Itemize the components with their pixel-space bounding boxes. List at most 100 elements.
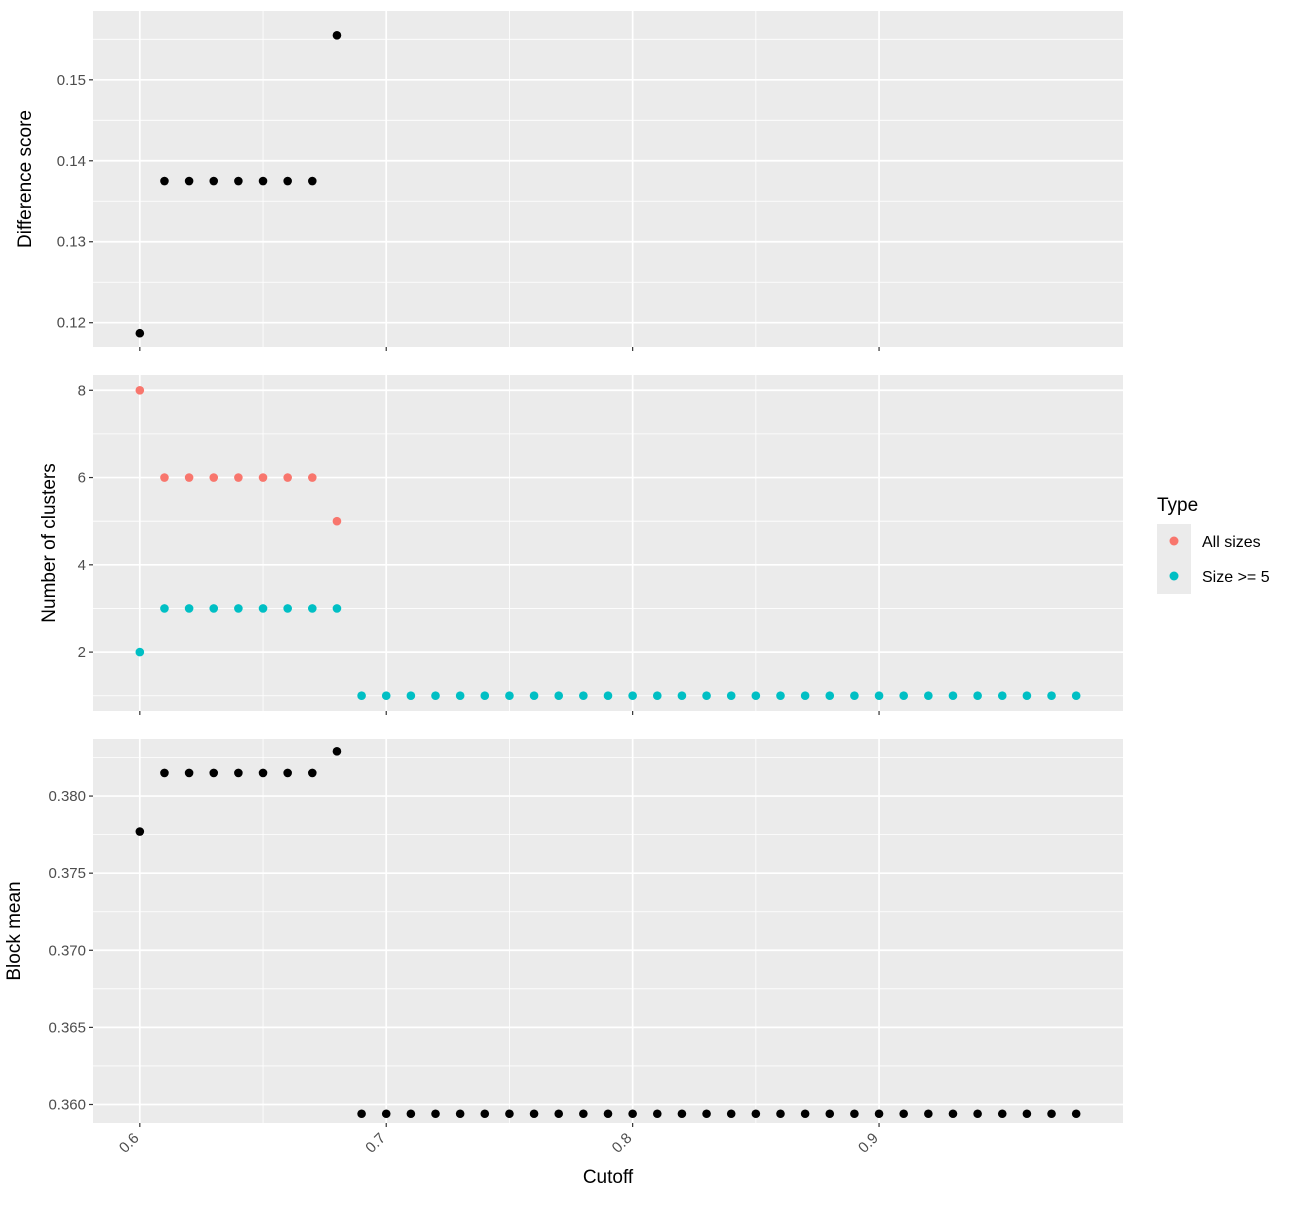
legend-label-size-ge-5: Size >= 5 bbox=[1202, 569, 1270, 586]
data-point bbox=[431, 1109, 440, 1119]
data-point bbox=[480, 1109, 490, 1119]
panels: 0.12 0.13 0.14 0.15 Difference score 2 4 6 8 Numb… bbox=[4, 11, 1123, 1157]
data-point bbox=[234, 768, 243, 778]
data-point bbox=[579, 1109, 588, 1119]
y-tick-label: 0.15 bbox=[57, 72, 86, 89]
y-tick-label: 4 bbox=[78, 557, 86, 574]
data-point bbox=[825, 691, 835, 701]
data-point bbox=[997, 1109, 1007, 1119]
data-point bbox=[603, 1109, 613, 1119]
y-tick-label: 0.12 bbox=[57, 315, 86, 332]
data-point bbox=[702, 1109, 711, 1119]
data-point bbox=[357, 691, 366, 701]
data-point bbox=[628, 691, 637, 701]
data-point bbox=[652, 691, 662, 701]
data-point bbox=[184, 768, 194, 778]
data-point bbox=[184, 473, 194, 482]
data-point bbox=[135, 647, 145, 657]
data-point bbox=[234, 176, 243, 186]
x-tick-label: 0.9 bbox=[855, 1130, 882, 1157]
data-point bbox=[1071, 1109, 1081, 1119]
data-point bbox=[505, 1109, 514, 1119]
data-point bbox=[899, 691, 908, 701]
data-point bbox=[209, 604, 219, 613]
data-point bbox=[825, 1109, 835, 1119]
legend-key-background bbox=[1157, 524, 1191, 594]
data-point bbox=[308, 604, 317, 613]
panel-block-mean: 0.360 0.365 0.370 0.375 0.380 Block mean 0.6 0.… bbox=[4, 739, 1123, 1157]
legend-key-size-ge-5 bbox=[1169, 571, 1179, 581]
data-point bbox=[997, 691, 1007, 701]
data-point bbox=[258, 176, 268, 186]
panel-background bbox=[93, 739, 1123, 1123]
y-tick-label: 0.380 bbox=[48, 788, 86, 805]
data-point bbox=[308, 176, 317, 186]
data-point bbox=[948, 691, 958, 701]
data-point bbox=[603, 691, 613, 701]
data-point bbox=[135, 827, 145, 836]
series-points-0 bbox=[135, 30, 342, 338]
data-point bbox=[1047, 1109, 1056, 1119]
series-all-sizes bbox=[135, 385, 342, 526]
data-point bbox=[234, 604, 243, 613]
legend-label-all-sizes: All sizes bbox=[1202, 534, 1261, 551]
x-tick-label: 0.7 bbox=[362, 1130, 389, 1157]
data-point bbox=[1071, 691, 1081, 701]
data-point bbox=[776, 691, 785, 701]
data-point bbox=[234, 473, 243, 482]
data-point bbox=[554, 1109, 564, 1119]
data-point bbox=[948, 1109, 958, 1119]
y-tick-label: 0.360 bbox=[48, 1096, 86, 1113]
panel-background bbox=[93, 11, 1123, 347]
y-axis-title-difference-score: Difference score bbox=[15, 110, 36, 248]
data-point bbox=[850, 691, 859, 701]
data-point bbox=[332, 604, 342, 613]
x-tick-label: 0.8 bbox=[609, 1130, 636, 1157]
data-point bbox=[874, 691, 884, 701]
y-tick-label: 0.375 bbox=[48, 865, 86, 882]
data-point bbox=[308, 473, 317, 482]
data-point bbox=[160, 473, 169, 482]
y-tick-label: 0.14 bbox=[57, 153, 86, 170]
data-point bbox=[381, 691, 391, 701]
data-point bbox=[973, 1109, 982, 1119]
data-point bbox=[628, 1109, 637, 1119]
data-point bbox=[332, 30, 342, 40]
panel-background bbox=[93, 375, 1123, 711]
legend-key-all-sizes bbox=[1169, 536, 1179, 546]
y-tick-label: 0.13 bbox=[57, 234, 86, 251]
y-axis-title-number-of-clusters: Number of clusters bbox=[39, 463, 60, 622]
data-point bbox=[1022, 691, 1032, 701]
data-point bbox=[381, 1109, 391, 1119]
data-point bbox=[209, 473, 219, 482]
data-point bbox=[800, 691, 810, 701]
data-point bbox=[258, 604, 268, 613]
data-point bbox=[184, 176, 194, 186]
data-point bbox=[480, 691, 490, 701]
x-tick-label: 0.6 bbox=[116, 1130, 143, 1157]
data-point bbox=[579, 691, 588, 701]
legend-title: Type bbox=[1157, 495, 1198, 516]
panel-number-of-clusters: 2 4 6 8 Number of clusters bbox=[39, 375, 1123, 715]
data-point bbox=[258, 473, 268, 482]
series-size-5 bbox=[135, 604, 1081, 701]
data-point bbox=[899, 1109, 908, 1119]
legend: Type All sizes Size >= 5 bbox=[1157, 495, 1270, 594]
y-tick-label: 8 bbox=[78, 382, 86, 399]
data-point bbox=[332, 516, 342, 526]
data-point bbox=[455, 1109, 465, 1119]
x-axis-title: Cutoff bbox=[583, 1167, 634, 1188]
data-point bbox=[751, 691, 761, 701]
y-axis-title-block-mean: Block mean bbox=[4, 881, 25, 980]
y-tick-label: 0.370 bbox=[48, 942, 86, 959]
data-point bbox=[283, 768, 292, 778]
data-point bbox=[776, 1109, 785, 1119]
data-point bbox=[505, 691, 514, 701]
data-point bbox=[652, 1109, 662, 1119]
data-point bbox=[209, 768, 219, 778]
data-point bbox=[529, 1109, 539, 1119]
data-point bbox=[1047, 691, 1056, 701]
y-tick-label: 6 bbox=[78, 470, 86, 487]
